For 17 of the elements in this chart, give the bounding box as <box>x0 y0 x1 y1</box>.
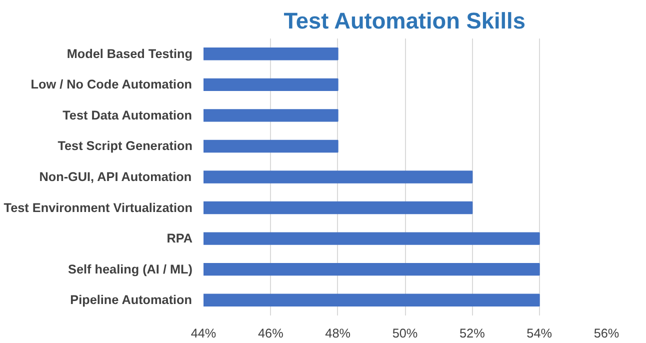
y-tick-label: Low / No Code Automation <box>30 78 192 92</box>
y-tick-label: Non-GUI, API Automation <box>39 170 192 184</box>
y-tick-label: Pipeline Automation <box>70 293 192 308</box>
x-tick-label: 48% <box>325 326 351 340</box>
x-tick-label: 46% <box>258 326 284 340</box>
y-tick-label: Self healing (AI / ML) <box>68 262 193 276</box>
x-tick-label: 52% <box>460 326 485 340</box>
y-tick-label: RPA <box>166 232 193 246</box>
y-tick-label: Model Based Testing <box>66 46 193 61</box>
chart-title: Test Automation Skills <box>284 8 526 34</box>
x-tick-label: 44% <box>190 326 216 340</box>
y-tick-label: Test Script Generation <box>58 139 193 154</box>
x-tick-label: 50% <box>392 326 418 340</box>
y-tick-label: Test Data Automation <box>62 108 192 122</box>
x-tick-label: 54% <box>526 326 552 340</box>
y-tick-label: Test Environment Virtualization <box>4 200 193 215</box>
x-tick-label: 56% <box>594 326 620 340</box>
